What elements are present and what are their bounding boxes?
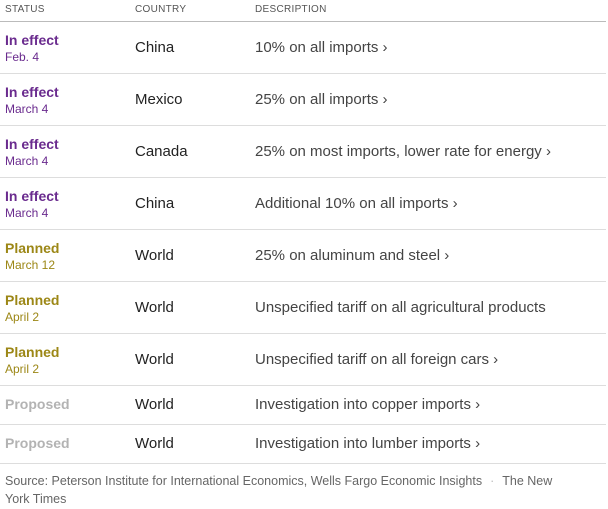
description: Unspecified tariff on all agricultural p… — [255, 299, 546, 316]
description: Unspecified tariff on all foreign cars › — [255, 351, 499, 368]
status: Planned — [5, 240, 60, 256]
row-rule — [0, 463, 606, 464]
status: Planned — [5, 344, 60, 360]
status: In effect — [5, 32, 59, 48]
credit: The New York Times — [5, 474, 553, 506]
country: Mexico — [135, 91, 183, 108]
row-rule — [0, 229, 606, 230]
description: 25% on all imports › — [255, 91, 388, 108]
date: March 4 — [5, 206, 49, 220]
row-rule — [0, 424, 606, 425]
row-rule — [0, 333, 606, 334]
separator: · — [490, 474, 495, 488]
date: April 2 — [5, 310, 40, 324]
country: World — [135, 351, 174, 368]
row-rule — [0, 177, 606, 178]
status: In effect — [5, 136, 59, 152]
row-rule — [0, 73, 606, 74]
header-description: DESCRIPTION — [255, 4, 327, 15]
row-rule — [0, 385, 606, 386]
status: Proposed — [5, 396, 70, 412]
date: March 4 — [5, 102, 49, 116]
header-status: STATUS — [5, 4, 45, 15]
date: March 12 — [5, 258, 56, 272]
footer: Source: Peterson Institute for Internati… — [5, 472, 580, 508]
country: China — [135, 195, 175, 212]
date: April 2 — [5, 362, 40, 376]
description: 10% on all imports › — [255, 39, 388, 56]
description: Investigation into copper imports › — [255, 396, 481, 413]
source: Source: Peterson Institute for Internati… — [5, 474, 483, 488]
country: World — [135, 299, 174, 316]
row-rule — [0, 281, 606, 282]
header-country: COUNTRY — [135, 4, 187, 15]
description: Investigation into lumber imports › — [255, 435, 481, 452]
country: World — [135, 435, 174, 452]
description: 25% on most imports, lower rate for ener… — [255, 143, 551, 160]
description: 25% on aluminum and steel › — [255, 247, 450, 264]
header-rule — [0, 21, 606, 22]
row-rule — [0, 125, 606, 126]
date: Feb. 4 — [5, 50, 40, 64]
status: Planned — [5, 292, 60, 308]
country: World — [135, 247, 174, 264]
country: China — [135, 39, 175, 56]
status: Proposed — [5, 435, 70, 451]
country: Canada — [135, 143, 188, 160]
status: In effect — [5, 188, 59, 204]
date: March 4 — [5, 154, 49, 168]
country: World — [135, 396, 174, 413]
status: In effect — [5, 84, 59, 100]
description: Additional 10% on all imports › — [255, 195, 458, 212]
